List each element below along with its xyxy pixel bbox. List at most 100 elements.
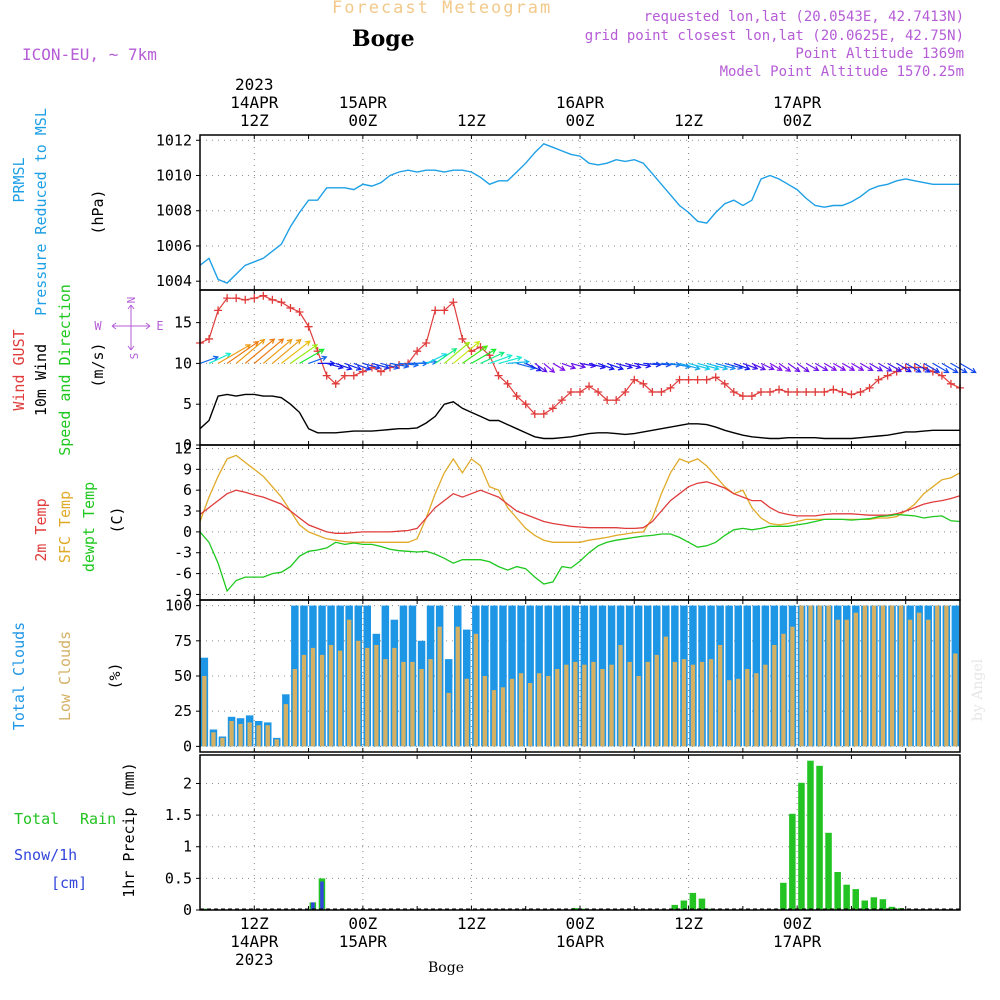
low-cloud-bar [482, 676, 487, 747]
wind-direction-arrow [371, 362, 391, 370]
low-cloud-bar [202, 676, 207, 747]
low-cloud-bar [347, 619, 352, 747]
precip-label-total: Total [14, 810, 59, 828]
gust-marker [847, 390, 856, 399]
wind-direction-arrow [887, 362, 903, 372]
gust-marker [747, 392, 756, 401]
rain-bar [780, 882, 787, 910]
gust-marker [657, 387, 666, 396]
y-tick-label: 15 [174, 314, 192, 332]
y-tick-label: 100 [165, 597, 192, 615]
pressure-label-prmsl: PRMSL [10, 157, 28, 202]
temp-label-2m: 2m Temp [32, 498, 50, 561]
low-cloud-bar [283, 704, 288, 747]
wind-direction-arrow [489, 354, 513, 364]
y-tick-label: -3 [174, 544, 192, 562]
low-cloud-bar [410, 661, 415, 747]
time-label-top: 12Z [674, 111, 703, 130]
time-label-bottom: 12Z [674, 914, 703, 933]
rain-bar [888, 906, 896, 910]
footer-location: Boge [428, 960, 464, 976]
wind-direction-arrow [262, 338, 293, 364]
low-cloud-bar [518, 673, 524, 747]
wind-direction-arrow [253, 338, 285, 364]
y-tick-label: 2 [183, 774, 192, 792]
precipitation-panel: 0 0.5 1 1.5 2 [165, 755, 961, 919]
wind-direction-arrow [498, 355, 523, 364]
wind-direction-arrow [959, 362, 977, 374]
wind-speed-line [199, 393, 960, 440]
time-label-top: 00Z [783, 111, 812, 130]
gust-marker [666, 383, 675, 392]
rain-bar [870, 897, 878, 910]
y-tick-label: 50 [174, 667, 192, 685]
precip-label-rain: Rain [80, 810, 116, 828]
time-label-bottom: 00Z [348, 914, 377, 933]
total-cloud-bar [490, 605, 498, 747]
low-cloud-bar [564, 664, 569, 747]
gust-marker [250, 294, 259, 303]
y-tick-label: 6 [183, 481, 192, 499]
wind-direction-arrow [851, 362, 865, 371]
gust-marker [621, 387, 630, 396]
gust-marker [214, 306, 223, 315]
pressure-line [199, 142, 960, 284]
gust-marker [784, 387, 793, 396]
time-label-top: 14APR [230, 93, 279, 112]
y-tick-label: 1004 [156, 272, 192, 290]
wind-direction-arrow [299, 348, 325, 364]
time-label-top: 12Z [457, 111, 486, 130]
low-cloud-bar [328, 645, 334, 747]
low-cloud-bar [690, 664, 696, 747]
low-cloud-bar [799, 605, 804, 747]
wind-direction-arrow [480, 351, 505, 364]
low-cloud-bar [455, 626, 460, 747]
low-cloud-bar [274, 739, 279, 747]
time-label-bottom: 15APR [339, 932, 388, 951]
precip-label-snow: Snow/1h [14, 846, 77, 864]
low-cloud-bar [600, 669, 605, 747]
snow-bar [320, 881, 324, 910]
wind-direction-arrow [787, 362, 801, 373]
wind-direction-arrow [290, 344, 319, 364]
wind-direction-arrow [751, 362, 767, 371]
time-label-top: 00Z [348, 111, 377, 130]
low-cloud-bar [383, 659, 388, 747]
low-cloud-bar [636, 676, 641, 747]
low-cloud-bar [247, 722, 252, 747]
gust-marker [702, 375, 711, 384]
low-cloud-bar [663, 636, 668, 747]
gust-marker [295, 308, 304, 317]
gust-marker [304, 322, 313, 331]
gust-marker [286, 303, 295, 312]
gust-marker [268, 295, 277, 304]
low-cloud-bar [826, 605, 831, 747]
low-cloud-bar [917, 612, 922, 747]
gust-marker [413, 347, 422, 356]
wind-label-gust: Wind GUST [10, 329, 28, 410]
gust-marker [358, 367, 367, 376]
wind-direction-arrow [561, 362, 577, 370]
gust-marker [205, 334, 214, 343]
wind-direction-arrow [652, 361, 672, 368]
gust-marker [422, 339, 431, 348]
low-cloud-bar [292, 669, 297, 747]
compass-west: W [94, 319, 102, 333]
rain-bar [698, 898, 706, 910]
gust-marker [874, 375, 883, 384]
low-cloud-bar [745, 669, 750, 747]
low-cloud-bar [627, 661, 632, 747]
time-label-top: 12Z [240, 111, 269, 130]
pressure-frame [199, 134, 961, 291]
point-altitude: Point Altitude 1369m [795, 46, 964, 62]
rain-bar [807, 760, 814, 910]
y-tick-label: 1006 [156, 237, 192, 255]
wind-direction-arrow [688, 362, 711, 371]
clouds-label-low: Low Clouds [56, 631, 74, 721]
rain-bar [879, 899, 887, 910]
wind-direction-arrow [697, 362, 720, 371]
gust-marker [612, 396, 621, 405]
temp-label-dewpoint: dewpt Temp [80, 482, 98, 572]
rain-bar [689, 892, 697, 910]
wind-direction-arrow [362, 362, 382, 370]
